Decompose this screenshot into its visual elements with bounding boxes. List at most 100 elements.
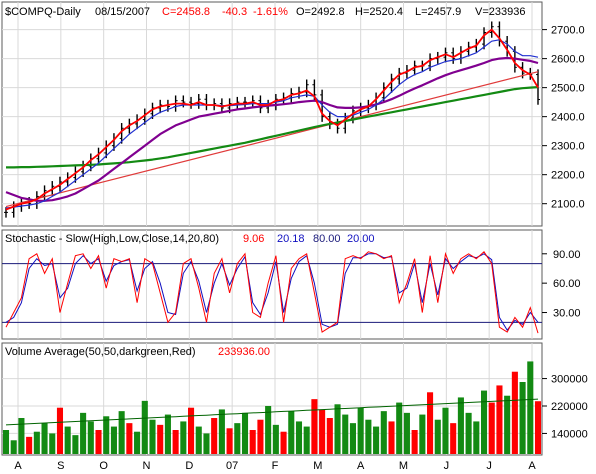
volume-tick-label: 140000 xyxy=(551,428,588,440)
volume-bar xyxy=(319,409,326,454)
x-tick-label: J xyxy=(486,460,492,472)
volume-bar xyxy=(49,433,56,454)
volume-bar xyxy=(2,430,10,454)
ma-purple-line xyxy=(5,56,539,202)
change-pct-label: -1.61% xyxy=(253,6,288,18)
volume-bar xyxy=(164,414,171,454)
volume-last-value: 233936.00 xyxy=(218,346,270,358)
volume-bar xyxy=(241,412,249,454)
price-header: $COMPQ-Daily 08/15/2007 C=2458.8 -40.3 -… xyxy=(5,6,525,18)
volume-bar xyxy=(534,401,542,454)
volume-value-label: V=233936 xyxy=(475,6,525,18)
volume-bar xyxy=(403,412,410,454)
volume-tick-label: 220000 xyxy=(551,401,588,413)
price-tick-label: 2300.0 xyxy=(551,141,585,153)
x-tick-label: A xyxy=(357,460,365,472)
volume-bar xyxy=(326,418,333,454)
volume-bar xyxy=(195,426,202,454)
volume-bar xyxy=(249,430,256,454)
ma-green-line xyxy=(6,86,539,169)
stochastic-tick-label: 90.00 xyxy=(553,249,581,261)
x-tick-label: S xyxy=(57,460,64,472)
volume-bar xyxy=(218,409,225,454)
volume-bar xyxy=(465,412,472,454)
stochastic-header: Stochastic - Slow(High,Low,Close,14,20,8… xyxy=(5,233,375,245)
volume-bar xyxy=(180,421,187,454)
volume-plot xyxy=(2,361,542,454)
x-tick-label: M xyxy=(399,460,408,472)
price-tick-label: 2700.0 xyxy=(551,25,585,37)
price-tick-label: 2400.0 xyxy=(551,112,585,124)
volume-bar xyxy=(41,423,48,454)
stochastic-tick-label: 30.00 xyxy=(553,308,581,320)
volume-bar xyxy=(56,407,64,454)
volume-bar xyxy=(342,414,349,454)
price-plot xyxy=(4,21,540,218)
x-tick-label: D xyxy=(185,460,193,472)
stochastic-panel-frame xyxy=(1,229,543,340)
x-tick-label: J xyxy=(444,460,450,472)
volume-bar xyxy=(334,404,341,454)
volume-bar xyxy=(349,423,356,454)
volume-bar xyxy=(388,421,395,454)
volume-bar xyxy=(126,423,133,454)
volume-bar xyxy=(211,418,218,454)
volume-bar xyxy=(357,407,364,454)
grid-lines xyxy=(2,2,542,455)
change-label: -40.3 xyxy=(222,6,247,18)
price-tick-label: 2100.0 xyxy=(551,199,585,211)
ma-red-line xyxy=(5,28,539,211)
volume-bar xyxy=(280,431,287,454)
low-label: L=2457.9 xyxy=(415,6,461,18)
volume-bar xyxy=(380,411,387,454)
volume-bar xyxy=(457,397,464,454)
x-tick-label: F xyxy=(272,460,279,472)
volume-bar xyxy=(257,419,264,454)
volume-average-line xyxy=(5,398,539,426)
date-label: 08/15/2007 xyxy=(95,6,150,18)
axis-labels: A S O N D 07 F M A M J J A 2100.0 2200.0 2300.0 2400.0 25… xyxy=(14,25,587,472)
volume-bar xyxy=(103,416,110,454)
volume-bar xyxy=(295,421,303,454)
volume-header: Volume Average(50,50,darkgreen,Red) 2339… xyxy=(5,346,270,358)
open-label: O=2492.8 xyxy=(296,6,345,18)
volume-bar xyxy=(450,423,457,454)
stochastic-lower-value: 20.00 xyxy=(347,233,375,245)
volume-bar xyxy=(33,431,40,454)
stochastic-tick-label: 60.00 xyxy=(553,278,581,290)
volume-tick-label: 300000 xyxy=(551,374,588,386)
volume-bar xyxy=(419,414,426,454)
volume-bar xyxy=(18,418,25,454)
high-label: H=2520.4 xyxy=(355,6,403,18)
volume-bar xyxy=(504,395,511,454)
x-tick-label: 07 xyxy=(226,460,238,472)
volume-bar xyxy=(434,419,441,454)
volume-bar xyxy=(234,423,241,454)
price-panel-frame xyxy=(1,1,543,227)
trendline xyxy=(5,71,539,208)
symbol-label: $COMPQ-Daily xyxy=(5,6,81,18)
volume-bar xyxy=(288,411,295,454)
volume-bar xyxy=(427,392,434,454)
volume-bar xyxy=(311,399,318,454)
volume-bar xyxy=(519,382,526,454)
volume-bar xyxy=(226,428,233,454)
volume-bar xyxy=(442,407,449,454)
x-tick-label: M xyxy=(313,460,322,472)
volume-bar xyxy=(373,426,380,454)
stochastic-plot xyxy=(2,251,542,334)
volume-bar xyxy=(149,419,156,454)
stochastic-d-value: 20.18 xyxy=(277,233,305,245)
stochastic-upper-value: 80.00 xyxy=(313,233,341,245)
volume-bar xyxy=(265,406,272,454)
volume-bar xyxy=(473,421,480,454)
volume-bar xyxy=(118,411,125,454)
volume-bar xyxy=(188,407,195,454)
volume-bar xyxy=(134,431,141,454)
volume-bar xyxy=(87,421,94,454)
close-label: C=2458.8 xyxy=(162,6,210,18)
volume-title: Volume Average(50,50,darkgreen,Red) xyxy=(5,346,196,358)
volume-bar xyxy=(95,430,102,454)
price-tick-label: 2500.0 xyxy=(551,83,585,95)
